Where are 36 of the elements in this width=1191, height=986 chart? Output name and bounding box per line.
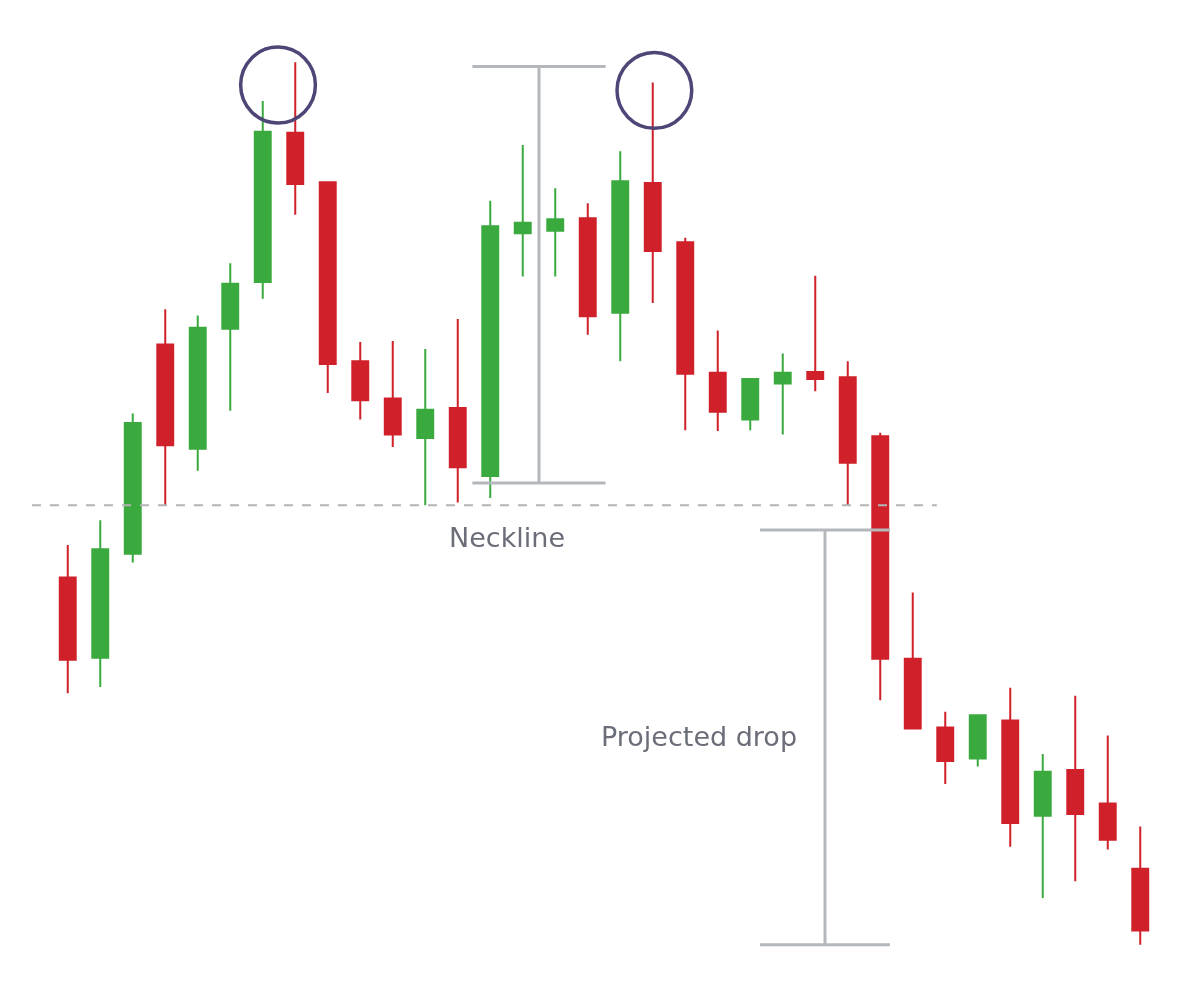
candlestick <box>188 314 207 472</box>
candlestick <box>578 202 597 336</box>
candlestick <box>708 329 727 433</box>
candlestick <box>968 714 987 768</box>
candlestick <box>156 308 175 507</box>
candlestick <box>1098 734 1117 851</box>
candlestick <box>643 81 662 305</box>
candlestick <box>221 262 240 412</box>
candlestick <box>1033 753 1052 899</box>
candlestick <box>546 187 565 278</box>
candlestick <box>123 412 142 564</box>
candlestick <box>383 340 402 448</box>
candlestick <box>936 710 955 786</box>
candlestick <box>448 317 467 504</box>
candlestick <box>481 199 500 500</box>
ref-line-label: Neckline <box>449 522 566 553</box>
candlestick <box>611 150 630 363</box>
candlestick <box>676 236 695 432</box>
candlestick <box>871 431 890 702</box>
candlestick <box>91 519 110 688</box>
candlestick <box>253 99 272 300</box>
candlestick <box>416 347 435 507</box>
candlestick <box>806 274 825 393</box>
candlestick <box>513 144 532 278</box>
candlestick <box>1131 825 1150 946</box>
candlestick <box>838 360 857 507</box>
candlestick <box>773 352 792 436</box>
candlestick <box>1066 694 1085 883</box>
candlestick <box>286 61 305 216</box>
candlestick <box>318 181 337 395</box>
candlestick <box>351 340 370 421</box>
candlestick <box>58 543 77 695</box>
candlestick <box>903 591 922 730</box>
candlestick <box>741 377 760 432</box>
candlestick <box>1001 686 1020 848</box>
annotation: Projected drop <box>601 721 798 752</box>
